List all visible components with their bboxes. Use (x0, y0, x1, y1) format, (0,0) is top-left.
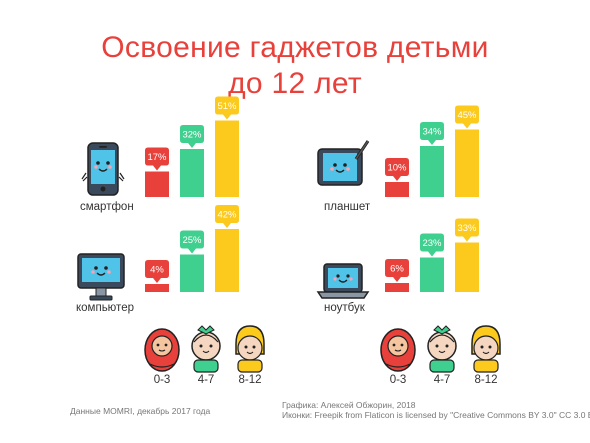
age-groups-right: 0-3 4-7 8-12 (376, 320, 576, 420)
bar-tablet-4-7 (420, 146, 444, 197)
child-girl-icon (191, 325, 221, 373)
callout-smartphone-0-3 (145, 147, 169, 171)
credit-line-2: Иконки: Freepik from Flaticon is license… (282, 410, 590, 420)
data-label-computer-8-12: 42% (217, 210, 237, 221)
callout-computer-4-7 (180, 230, 204, 254)
bar-smartphone-0-3 (145, 171, 169, 197)
device-label-smartphone: смартфон (80, 201, 134, 213)
bar-smartphone-8-12 (215, 120, 239, 197)
callout-tablet-4-7 (420, 122, 444, 145)
callout-smartphone-8-12 (215, 96, 239, 120)
credit-line-1: Графика: Алексей Обжорин, 2018 (282, 400, 416, 410)
bar-laptop-4-7 (420, 257, 444, 292)
bar-smartphone-4-7 (180, 149, 204, 197)
data-label-computer-4-7: 25% (182, 235, 202, 246)
age-label-0-3: 0-3 (389, 374, 407, 386)
page-title: Освоение гаджетов детьми до 12 лет (0, 30, 590, 102)
smartphone-icon (81, 142, 125, 196)
title-line-1: Освоение гаджетов детьми (101, 31, 489, 64)
device-label-laptop: ноутбук (324, 302, 365, 314)
kids-left-svg (144, 325, 265, 373)
device-label-tablet: планшет (324, 201, 371, 213)
data-label-tablet-4-7: 34% (422, 127, 442, 138)
child-boy-icon (471, 325, 501, 373)
age-label-4-7: 4-7 (197, 374, 215, 386)
data-label-laptop-8-12: 33% (457, 223, 477, 234)
tablet-icon (317, 140, 370, 186)
bars-tablet: 10% 34% 45% (385, 105, 479, 197)
device-label-computer: компьютер (76, 302, 134, 314)
data-label-tablet-8-12: 45% (457, 110, 477, 121)
chart-tablet-svg: 10% 34% 45% (317, 105, 479, 197)
age-label-4-7: 4-7 (433, 374, 451, 386)
callout-laptop-4-7 (420, 233, 444, 257)
chart-smartphone-svg: 17% 32% 51% (81, 96, 239, 197)
bar-computer-8-12 (215, 229, 239, 292)
callout-laptop-8-12 (455, 218, 479, 242)
bars-laptop: 6% 23% 33% (385, 218, 479, 292)
computer-icon (77, 253, 125, 301)
data-label-computer-0-3: 4% (150, 265, 164, 276)
age-label-0-3: 0-3 (153, 374, 171, 386)
bar-computer-0-3 (145, 284, 169, 292)
callout-smartphone-4-7 (180, 125, 204, 148)
callout-tablet-8-12 (455, 105, 479, 129)
bar-laptop-8-12 (455, 242, 479, 292)
callout-laptop-0-3 (385, 259, 409, 282)
chart-laptop-svg: 6% 23% 33% (316, 218, 479, 299)
data-label-laptop-4-7: 23% (422, 238, 442, 249)
data-label-tablet-0-3: 10% (387, 163, 407, 174)
callout-computer-8-12 (215, 205, 239, 228)
chart-computer-svg: 4% 25% 42% (77, 205, 239, 301)
chart-tablet: 10% 34% 45% планшет (310, 105, 590, 305)
child-boy-icon (235, 325, 265, 373)
baby-icon (380, 328, 416, 372)
bars-smartphone: 17% 32% 51% (145, 96, 239, 197)
title-line-2: до 12 лет (228, 67, 362, 100)
callout-tablet-0-3 (385, 158, 409, 181)
laptop-icon (316, 263, 370, 299)
data-label-smartphone-4-7: 32% (182, 130, 202, 141)
data-label-laptop-0-3: 6% (390, 264, 404, 275)
bars-computer: 4% 25% 42% (145, 205, 239, 292)
chart-smartphone: 17% 32% 51% смартфон (70, 96, 350, 305)
data-source: Данные MOMRI, декабрь 2017 года (70, 406, 211, 416)
callout-computer-0-3 (145, 260, 169, 283)
age-label-8-12: 8-12 (474, 374, 498, 386)
chart-computer: 4% 25% 42% компьютер (70, 200, 350, 400)
age-label-8-12: 8-12 (238, 374, 262, 386)
baby-icon (144, 328, 180, 372)
bar-tablet-0-3 (385, 182, 409, 197)
bar-tablet-8-12 (455, 129, 479, 197)
data-label-smartphone-0-3: 17% (147, 152, 167, 163)
chart-laptop: 6% 23% 33% ноутбук (310, 200, 590, 400)
child-girl-icon (427, 325, 457, 373)
data-label-smartphone-8-12: 51% (217, 101, 237, 112)
age-groups-left: 0-3 4-7 8-12 (140, 320, 340, 420)
bar-computer-4-7 (180, 254, 204, 292)
bar-laptop-0-3 (385, 283, 409, 292)
kids-right-svg (380, 325, 501, 373)
